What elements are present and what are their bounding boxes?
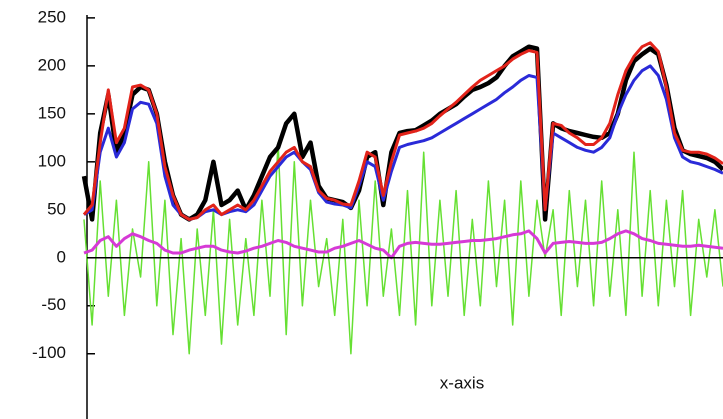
y-tick-label: 0 xyxy=(57,247,66,266)
series-line xyxy=(82,41,723,221)
x-axis-label: x-axis xyxy=(440,373,484,392)
y-tick-label: -50 xyxy=(41,295,66,314)
series-line xyxy=(83,141,723,355)
y-tick-label: -100 xyxy=(32,343,66,362)
y-tick-label: 100 xyxy=(38,151,66,170)
y-tick-label: 50 xyxy=(47,199,66,218)
y-tick-label: 150 xyxy=(38,103,66,122)
series-line xyxy=(83,229,723,260)
y-tick-label: 200 xyxy=(38,55,66,74)
y-tick-label: 250 xyxy=(38,7,66,26)
series-line xyxy=(83,64,723,221)
